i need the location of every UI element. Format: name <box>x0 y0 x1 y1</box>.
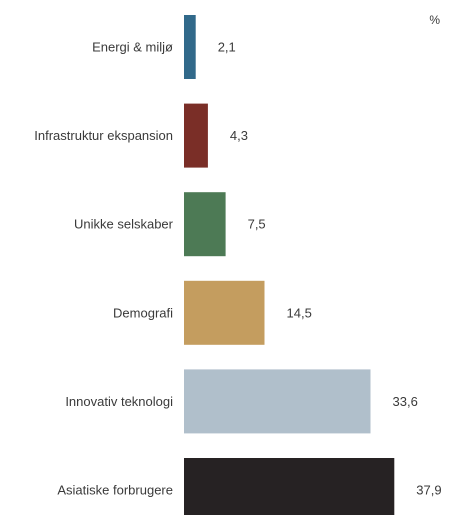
category-label-4: Innovativ teknologi <box>65 394 173 409</box>
category-label-0: Energi & miljø <box>92 40 173 55</box>
value-label-0: 2,1 <box>218 40 236 55</box>
bar-5 <box>184 458 395 515</box>
bar-1 <box>184 103 208 168</box>
value-label-2: 7,5 <box>248 217 266 232</box>
bar-3 <box>184 280 265 345</box>
bar-2 <box>184 192 226 257</box>
category-label-5: Asiatiske forbrugere <box>57 483 173 498</box>
value-label-4: 33,6 <box>393 394 418 409</box>
unit-label: % <box>429 13 440 27</box>
bar-0 <box>184 15 196 79</box>
value-label-3: 14,5 <box>287 305 312 320</box>
category-label-2: Unikke selskaber <box>74 217 174 232</box>
value-label-1: 4,3 <box>230 128 248 143</box>
value-label-5: 37,9 <box>416 483 441 498</box>
bar-4 <box>184 369 371 434</box>
category-label-3: Demografi <box>113 305 173 320</box>
category-label-1: Infrastruktur ekspansion <box>34 128 173 143</box>
